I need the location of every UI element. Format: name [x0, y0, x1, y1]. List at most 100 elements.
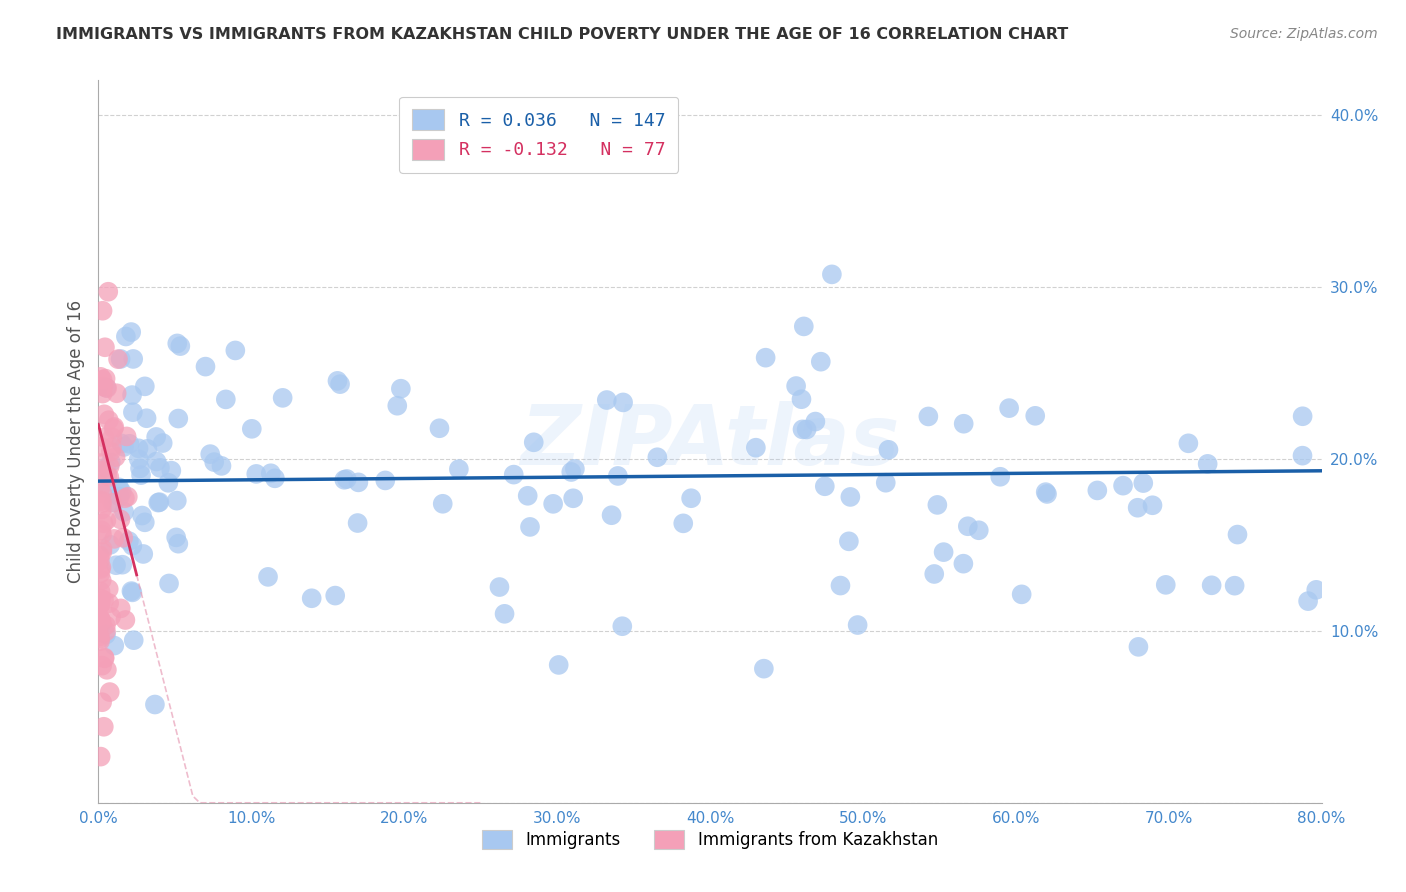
Point	[122, 351, 145, 366]
Point	[547, 657, 569, 672]
Point	[90, 493, 112, 508]
Point	[91, 303, 114, 318]
Point	[814, 479, 837, 493]
Point	[100, 610, 122, 624]
Point	[952, 557, 974, 571]
Point	[488, 580, 510, 594]
Point	[89, 632, 111, 646]
Point	[612, 395, 634, 409]
Point	[121, 388, 143, 402]
Point	[93, 431, 115, 445]
Point	[1132, 476, 1154, 491]
Point	[122, 633, 145, 648]
Point	[96, 663, 118, 677]
Point	[922, 566, 945, 581]
Point	[647, 450, 669, 465]
Point	[264, 471, 287, 485]
Point	[1142, 498, 1164, 512]
Point	[90, 596, 112, 610]
Point	[160, 464, 183, 478]
Point	[796, 422, 818, 436]
Point	[98, 685, 121, 699]
Point	[114, 491, 136, 506]
Point	[1112, 478, 1135, 492]
Point	[103, 421, 125, 435]
Point	[152, 436, 174, 450]
Point	[90, 591, 112, 606]
Point	[792, 422, 814, 436]
Point	[1291, 409, 1313, 424]
Point	[93, 593, 115, 607]
Point	[91, 695, 114, 709]
Point	[97, 413, 120, 427]
Point	[785, 379, 807, 393]
Point	[326, 374, 349, 388]
Point	[91, 496, 114, 510]
Point	[90, 574, 112, 588]
Point	[1201, 578, 1223, 592]
Point	[89, 598, 111, 612]
Point	[387, 399, 409, 413]
Point	[169, 339, 191, 353]
Point	[90, 524, 112, 538]
Point	[148, 495, 170, 509]
Point	[107, 352, 129, 367]
Point	[1036, 487, 1059, 501]
Point	[115, 429, 138, 443]
Point	[103, 532, 125, 546]
Point	[98, 470, 121, 484]
Point	[98, 538, 121, 552]
Point	[830, 578, 852, 592]
Point	[110, 351, 132, 366]
Point	[821, 268, 844, 282]
Point	[118, 534, 141, 549]
Point	[97, 285, 120, 299]
Point	[1035, 485, 1057, 500]
Point	[755, 351, 778, 365]
Text: ZIPAtlas: ZIPAtlas	[520, 401, 900, 482]
Point	[89, 463, 111, 477]
Point	[875, 475, 897, 490]
Point	[135, 411, 157, 425]
Point	[1085, 483, 1108, 498]
Point	[118, 437, 141, 451]
Text: IMMIGRANTS VS IMMIGRANTS FROM KAZAKHSTAN CHILD POVERTY UNDER THE AGE OF 16 CORRE: IMMIGRANTS VS IMMIGRANTS FROM KAZAKHSTAN…	[56, 27, 1069, 42]
Point	[101, 440, 124, 454]
Point	[103, 420, 125, 434]
Point	[120, 584, 142, 599]
Point	[101, 496, 124, 510]
Point	[93, 516, 115, 531]
Point	[94, 461, 117, 475]
Point	[90, 369, 112, 384]
Point	[502, 467, 524, 482]
Point	[952, 417, 974, 431]
Point	[917, 409, 939, 424]
Point	[1126, 500, 1149, 515]
Legend: Immigrants, Immigrants from Kazakhstan: Immigrants, Immigrants from Kazakhstan	[472, 821, 948, 860]
Point	[96, 468, 118, 483]
Point	[211, 458, 233, 473]
Point	[447, 462, 470, 476]
Point	[89, 611, 111, 625]
Point	[98, 459, 121, 474]
Point	[790, 392, 813, 407]
Point	[1197, 457, 1219, 471]
Point	[89, 634, 111, 648]
Point	[157, 576, 180, 591]
Point	[91, 658, 114, 673]
Point	[927, 498, 949, 512]
Point	[112, 505, 135, 519]
Point	[122, 405, 145, 419]
Point	[134, 516, 156, 530]
Point	[194, 359, 217, 374]
Point	[752, 662, 775, 676]
Point	[519, 520, 541, 534]
Point	[347, 475, 370, 490]
Point	[115, 329, 138, 343]
Point	[101, 430, 124, 444]
Point	[1128, 640, 1150, 654]
Point	[90, 562, 112, 576]
Point	[956, 519, 979, 533]
Point	[600, 508, 623, 523]
Point	[93, 407, 115, 421]
